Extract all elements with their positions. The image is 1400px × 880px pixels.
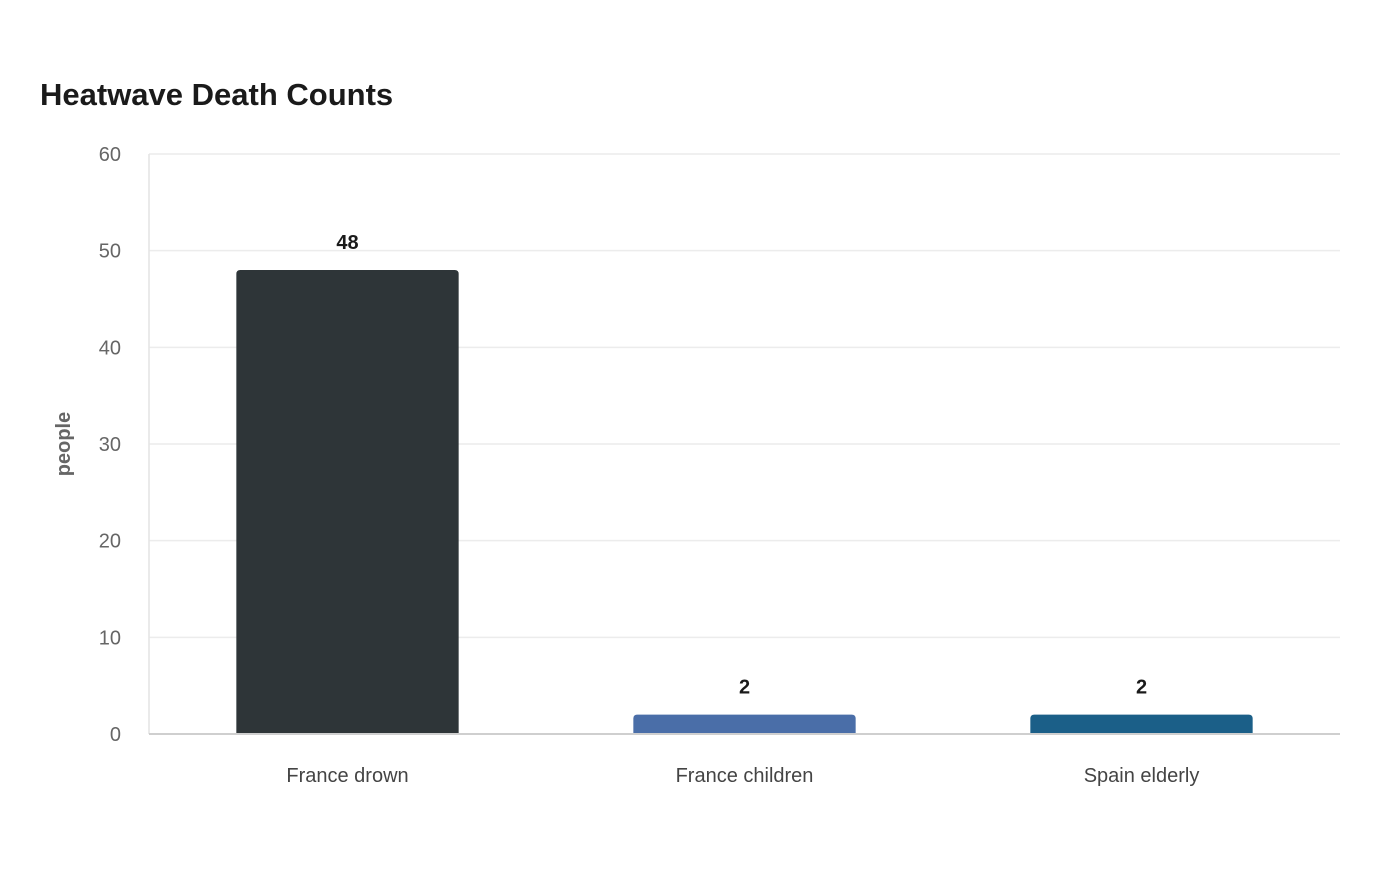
category-labels: France drown France children Spain elderly [286, 765, 1199, 787]
data-label: 48 [336, 232, 358, 254]
y-tick-labels: 0 10 20 30 40 50 60 [99, 144, 121, 746]
y-tick-label: 30 [99, 434, 121, 456]
y-tick-label: 50 [99, 241, 121, 263]
bar-france-children [633, 714, 856, 734]
data-label: 2 [739, 677, 750, 699]
y-tick-label: 10 [99, 627, 121, 649]
x-tick-label: France drown [286, 765, 408, 787]
x-tick-label: Spain elderly [1084, 765, 1200, 787]
data-label: 2 [1136, 677, 1147, 699]
y-axis-title: people [53, 412, 75, 476]
value-labels: 48 2 2 [336, 232, 1147, 699]
bar-spain-elderly [1030, 714, 1253, 734]
y-tick-label: 20 [99, 531, 121, 553]
y-tick-label: 0 [110, 724, 121, 746]
x-tick-label: France children [676, 765, 814, 787]
y-tick-label: 60 [99, 144, 121, 166]
y-tick-label: 40 [99, 337, 121, 359]
chart-title: Heatwave Death Counts [40, 77, 394, 112]
bar-france-drown [236, 270, 459, 734]
bars [236, 270, 1253, 734]
